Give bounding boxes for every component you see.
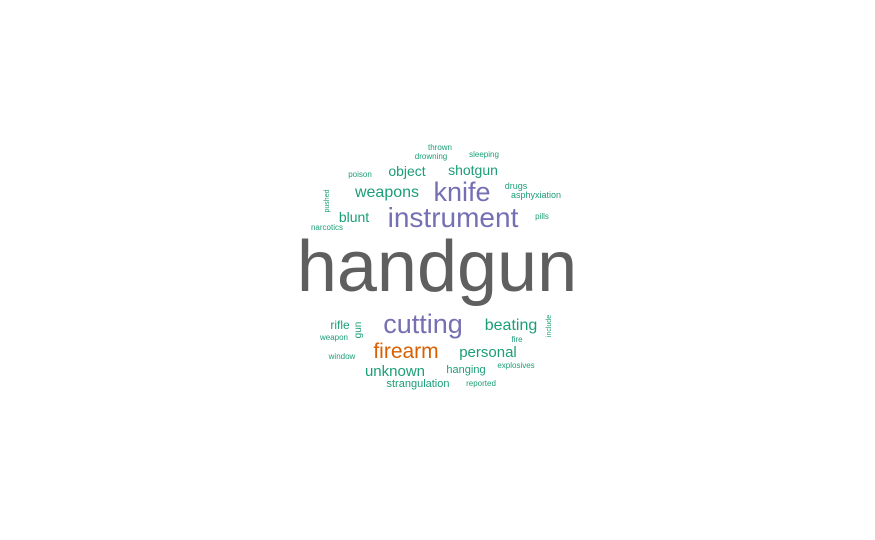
word-poison: poison <box>348 170 372 179</box>
word-thrown: thrown <box>428 143 452 152</box>
word-blunt: blunt <box>339 209 369 225</box>
word-personal: personal <box>459 344 517 361</box>
word-pushed: pushed <box>324 189 331 212</box>
word-window: window <box>328 352 356 361</box>
word-sleeping: sleeping <box>469 150 499 159</box>
word-fire: fire <box>511 335 523 344</box>
word-drugs: drugs <box>505 181 528 191</box>
word-pills: pills <box>535 212 549 221</box>
word-weapon: weapon <box>319 333 348 342</box>
word-rifle: rifle <box>330 318 350 332</box>
word-narcotics: narcotics <box>311 223 343 232</box>
word-knife: knife <box>433 177 490 207</box>
word-firearm: firearm <box>373 340 438 363</box>
word-strangulation: strangulation <box>387 378 450 390</box>
word-reported: reported <box>466 379 496 388</box>
word-beating: beating <box>485 317 538 334</box>
word-unknown: unknown <box>365 363 425 380</box>
word-explosives: explosives <box>497 361 534 370</box>
word-instrument: instrument <box>388 202 519 233</box>
word-cutting: cutting <box>383 309 463 339</box>
word-handgun: handgun <box>297 227 577 307</box>
word-weapons: weapons <box>354 184 419 201</box>
word-asphyxiation: asphyxiation <box>511 190 561 200</box>
word-include: include <box>546 315 553 337</box>
word-shotgun: shotgun <box>448 162 498 178</box>
word-drowning: drowning <box>415 152 447 161</box>
word-hanging: hanging <box>446 364 485 376</box>
word-object: object <box>388 163 425 179</box>
word-gun: gun <box>353 322 364 339</box>
